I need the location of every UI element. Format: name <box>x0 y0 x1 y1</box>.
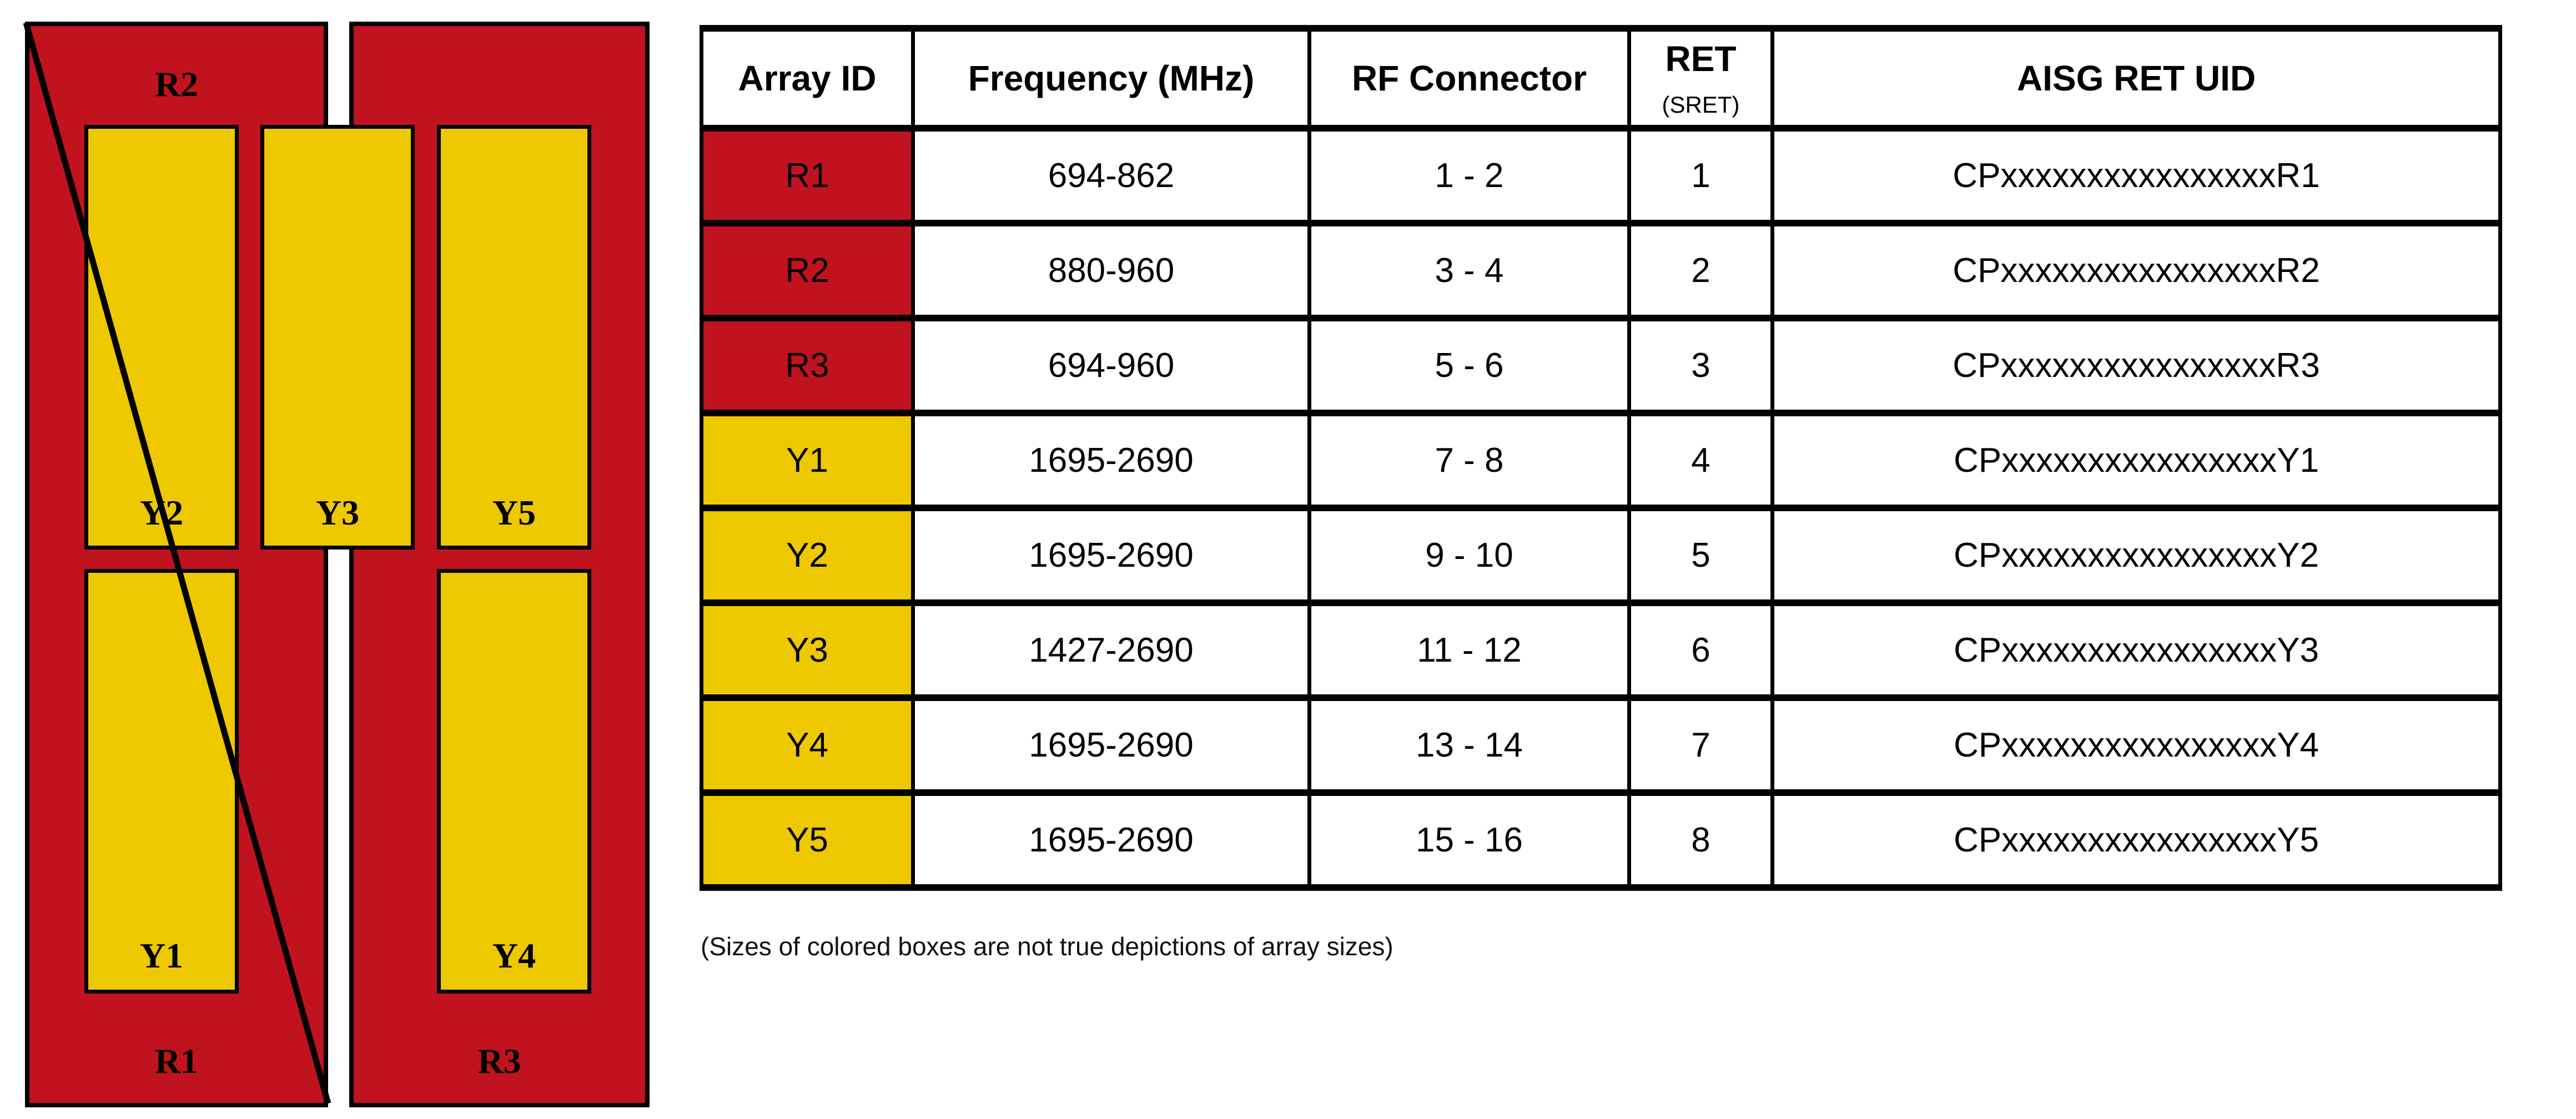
array-label-r2: R2 <box>154 64 199 104</box>
array-label-y3: Y3 <box>315 493 360 532</box>
antenna-face-diagram: R2 R1 R3 Y2 Y3 Y5 Y1 Y4 <box>0 0 688 1119</box>
header-frequency: Frequency (MHz) <box>911 25 1311 132</box>
ret-cell: 7 <box>1627 694 1774 796</box>
array-box-y1 <box>84 569 239 994</box>
table-row: R2 880-960 3 - 4 2 CPxxxxxxxxxxxxxxxxR2 <box>700 220 2502 321</box>
frequency-cell: 1695-2690 <box>911 505 1311 606</box>
table-row: Y2 1695-2690 9 - 10 5 CPxxxxxxxxxxxxxxxx… <box>700 505 2502 606</box>
rf-connector-cell: 13 - 14 <box>1307 694 1631 796</box>
array-id-cell: R1 <box>700 125 915 226</box>
rf-connector-cell: 1 - 2 <box>1307 125 1631 226</box>
rf-connector-cell: 5 - 6 <box>1307 315 1631 416</box>
array-id-cell: Y3 <box>700 599 915 701</box>
array-id-cell: Y1 <box>700 410 915 511</box>
array-id-cell: R3 <box>700 315 915 416</box>
aisg-ret-uid-cell: CPxxxxxxxxxxxxxxxxY3 <box>1770 599 2502 701</box>
aisg-ret-uid-cell: CPxxxxxxxxxxxxxxxxY5 <box>1770 789 2502 891</box>
ret-cell: 8 <box>1627 789 1774 891</box>
ret-cell: 6 <box>1627 599 1774 701</box>
rf-connector-cell: 3 - 4 <box>1307 220 1631 321</box>
header-ret-sub: (SRET) <box>1662 92 1740 118</box>
table-row: R1 694-862 1 - 2 1 CPxxxxxxxxxxxxxxxxR1 <box>700 125 2502 226</box>
array-box-y5 <box>437 125 591 550</box>
array-box-y4 <box>437 569 591 994</box>
ret-cell: 2 <box>1627 220 1774 321</box>
array-id-cell: R2 <box>700 220 915 321</box>
array-id-cell: Y2 <box>700 505 915 606</box>
aisg-ret-uid-cell: CPxxxxxxxxxxxxxxxxY1 <box>1770 410 2502 511</box>
table-row: R3 694-960 5 - 6 3 CPxxxxxxxxxxxxxxxxR3 <box>700 315 2502 416</box>
aisg-ret-uid-cell: CPxxxxxxxxxxxxxxxxR2 <box>1770 220 2502 321</box>
rf-connector-cell: 15 - 16 <box>1307 789 1631 891</box>
array-id-cell: Y4 <box>700 694 915 796</box>
array-label-y5: Y5 <box>492 493 536 532</box>
ret-cell: 3 <box>1627 315 1774 416</box>
array-label-y2: Y2 <box>139 493 184 532</box>
frequency-cell: 1695-2690 <box>911 694 1311 796</box>
table-header-row: Array ID Frequency (MHz) RF Connector RE… <box>700 25 2502 132</box>
table-row: Y5 1695-2690 15 - 16 8 CPxxxxxxxxxxxxxxx… <box>700 789 2502 891</box>
aisg-ret-uid-cell: CPxxxxxxxxxxxxxxxxR3 <box>1770 315 2502 416</box>
table-row: Y4 1695-2690 13 - 14 7 CPxxxxxxxxxxxxxxx… <box>700 694 2502 796</box>
aisg-ret-uid-cell: CPxxxxxxxxxxxxxxxxR1 <box>1770 125 2502 226</box>
table-row: Y3 1427-2690 11 - 12 6 CPxxxxxxxxxxxxxxx… <box>700 599 2502 701</box>
ret-cell: 4 <box>1627 410 1774 511</box>
frequency-cell: 694-862 <box>911 125 1311 226</box>
frequency-cell: 1695-2690 <box>911 789 1311 891</box>
table-row: Y1 1695-2690 7 - 8 4 CPxxxxxxxxxxxxxxxxY… <box>700 410 2502 511</box>
header-ret-main: RET <box>1665 39 1737 79</box>
frequency-cell: 694-960 <box>911 315 1311 416</box>
array-id-cell: Y5 <box>700 789 915 891</box>
ret-cell: 1 <box>1627 125 1774 226</box>
array-box-y2 <box>84 125 239 550</box>
rf-connector-cell: 9 - 10 <box>1307 505 1631 606</box>
rf-connector-cell: 11 - 12 <box>1307 599 1631 701</box>
frequency-cell: 1427-2690 <box>911 599 1311 701</box>
port-mapping-table: Array ID Frequency (MHz) RF Connector RE… <box>700 25 2502 891</box>
header-aisg-ret-uid: AISG RET UID <box>1770 25 2502 132</box>
array-box-y3 <box>260 125 415 550</box>
aisg-ret-uid-cell: CPxxxxxxxxxxxxxxxxY4 <box>1770 694 2502 796</box>
header-array-id: Array ID <box>700 25 915 132</box>
ret-cell: 5 <box>1627 505 1774 606</box>
header-ret: RET (SRET) <box>1627 25 1774 132</box>
array-label-y1: Y1 <box>139 936 184 975</box>
header-rf-connector: RF Connector <box>1307 25 1631 132</box>
size-disclaimer-note: (Sizes of colored boxes are not true dep… <box>701 932 1393 961</box>
array-label-r1: R1 <box>154 1041 199 1081</box>
frequency-cell: 1695-2690 <box>911 410 1311 511</box>
aisg-ret-uid-cell: CPxxxxxxxxxxxxxxxxY2 <box>1770 505 2502 606</box>
array-label-y4: Y4 <box>492 936 536 975</box>
rf-connector-cell: 7 - 8 <box>1307 410 1631 511</box>
frequency-cell: 880-960 <box>911 220 1311 321</box>
array-label-r3: R3 <box>477 1041 521 1081</box>
